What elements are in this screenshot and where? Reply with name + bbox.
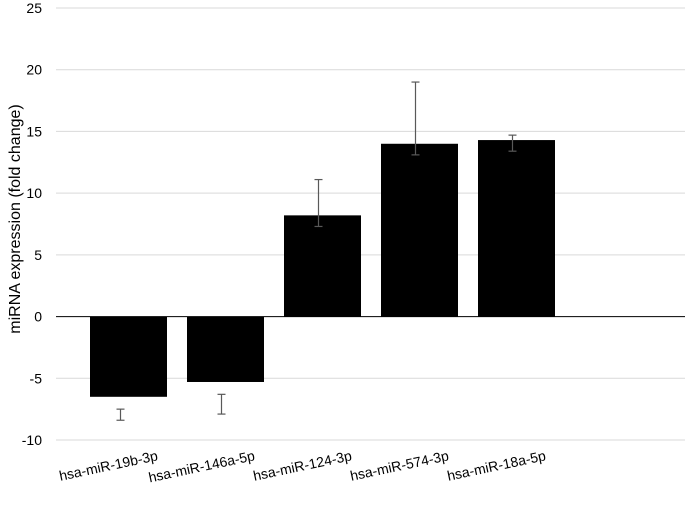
- bar: [90, 316, 167, 397]
- y-tick-label: 25: [26, 0, 42, 16]
- bars: [90, 140, 555, 397]
- bar: [478, 140, 555, 317]
- x-tick-labels: hsa-miR-19b-3phsa-miR-146a-5phsa-miR-124…: [58, 447, 548, 485]
- y-tick-label: -10: [22, 432, 42, 448]
- y-tick-label: 10: [26, 185, 42, 201]
- x-tick-label: hsa-miR-146a-5p: [147, 447, 256, 485]
- x-tick-label: hsa-miR-124-3p: [252, 447, 354, 484]
- y-tick-label: 0: [34, 309, 42, 325]
- x-tick-label: hsa-miR-574-3p: [349, 447, 451, 484]
- y-tick-label: -5: [30, 370, 43, 386]
- y-tick-label: 15: [26, 123, 42, 139]
- y-tick-label: 20: [26, 62, 42, 78]
- y-tick-labels: -10 -5 0 5 10 15 20 25: [22, 0, 42, 448]
- bar: [381, 143, 458, 317]
- bar: [284, 215, 361, 317]
- y-axis-title: miRNA expression (fold change): [7, 104, 24, 333]
- y-tick-label: 5: [34, 247, 42, 263]
- bar: [187, 316, 264, 382]
- x-tick-label: hsa-miR-18a-5p: [446, 447, 548, 484]
- error-bars: [116, 81, 517, 421]
- x-tick-label: hsa-miR-19b-3p: [58, 447, 160, 484]
